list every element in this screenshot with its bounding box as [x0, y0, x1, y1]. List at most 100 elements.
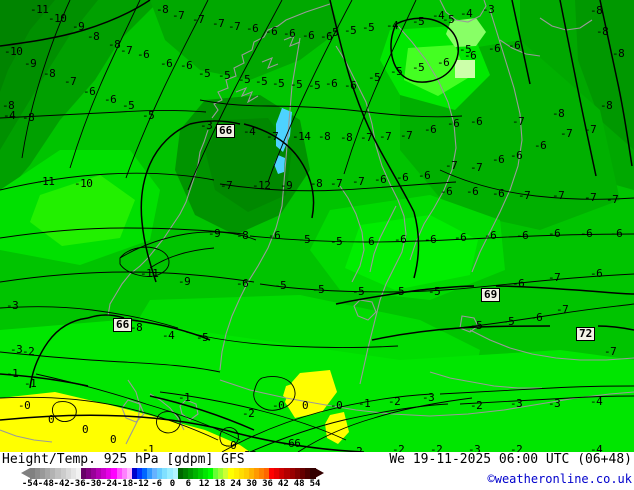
fill-band-cold-nw3 [0, 0, 55, 92]
color-scale-segment [182, 468, 189, 479]
color-scale-tick-label: 30 [246, 479, 258, 489]
color-scale-tick-label: 24 [230, 479, 242, 489]
color-scale-left-arrow [21, 468, 30, 478]
color-scale-segment [284, 468, 291, 479]
color-scale-segment [167, 468, 174, 479]
color-scale-segment [269, 468, 275, 479]
color-scale-segment [40, 468, 46, 479]
height-contour-label: 72 [576, 327, 596, 341]
color-scale-tick-label: -54 [21, 479, 39, 489]
color-scale-segment [192, 468, 199, 479]
color-scale-segment [70, 468, 77, 479]
color-scale-segment [96, 468, 102, 479]
fill-lake-cyan [276, 108, 292, 152]
color-scale-segment [126, 468, 133, 479]
footer: Height/Temp. 925 hPa [gdpm] GFS We 19-11… [0, 452, 634, 490]
color-scale-tick-label: -6 [151, 479, 163, 489]
color-scale-segment [116, 468, 123, 479]
color-scale-segment [187, 468, 194, 479]
color-scale-tick-label: -48 [37, 479, 54, 489]
color-scale-segment [243, 468, 250, 479]
color-scale-segment [91, 468, 97, 479]
color-scale-segment [233, 468, 240, 479]
copyright-link[interactable]: ©weatheronline.co.uk [487, 472, 633, 486]
color-scale-tick-label: 54 [309, 479, 321, 489]
color-scale-tick-label: 36 [262, 479, 273, 489]
height-contour-label: 66 [113, 318, 133, 332]
color-scale-segment [304, 468, 311, 479]
color-scale-segment [238, 468, 245, 479]
color-scale-segment [85, 468, 92, 479]
chart-title: Height/Temp. 925 hPa [gdpm] GFS [2, 452, 245, 467]
marker-square [455, 60, 475, 78]
color-scale-segment [55, 468, 62, 479]
fill-band-east2 [575, 0, 634, 150]
color-scale-tick-label: -30 [85, 479, 102, 489]
color-scale-segment [279, 468, 286, 479]
color-scale-segment [106, 468, 113, 479]
color-scale-tick-label: 6 [185, 479, 192, 489]
color-scale-segment [208, 468, 214, 479]
height-contour-label: 69 [481, 288, 501, 302]
color-scale-segment [45, 468, 51, 479]
color-scale-segment [80, 468, 87, 479]
color-scale-bar [21, 468, 324, 479]
color-scale-segment [294, 468, 301, 479]
fill-band-yellow-patch3 [283, 382, 303, 402]
color-scale-segment [50, 468, 57, 479]
color-scale-ticks: -54 -48 -42 -36 -30 -24 -18 -12 -6 0 6 12 18 24 30 36 42… [0, 479, 400, 489]
color-scale-segment [121, 468, 128, 479]
color-scale-segment [131, 468, 138, 479]
color-scale-segment [264, 468, 270, 479]
fill-band-warm-centre2 [345, 215, 478, 290]
color-scale-segment [274, 468, 280, 479]
color-scale-segment [65, 468, 72, 479]
height-contour-layer [0, 0, 634, 452]
color-scale-tick-label: 48 [293, 479, 305, 489]
color-scale-tick-label: 18 [214, 479, 226, 489]
color-scale-segment [259, 468, 265, 479]
color-scale-segment [299, 468, 306, 479]
valid-datetime: We 19-11-2025 06:00 UTC (06+48) [389, 452, 632, 467]
color-scale-segment [172, 468, 179, 479]
color-scale-segment [248, 468, 255, 479]
color-scale-segment [228, 468, 235, 479]
color-scale-segment [157, 468, 163, 479]
color-scale-segment [203, 468, 209, 479]
color-scale-tick-label: 12 [198, 479, 210, 489]
height-contour-label: 66 [216, 124, 236, 138]
color-scale-segment [218, 468, 224, 479]
fill-band-yellow-sw [0, 392, 250, 452]
color-scale-tick-label: -12 [132, 479, 149, 489]
fill-band-mountains2 [205, 118, 292, 212]
coastline-layer [0, 0, 634, 445]
color-scale-tick-label: -36 [69, 479, 86, 489]
color-scale-segment [213, 468, 219, 479]
color-scale-segment [289, 468, 296, 479]
color-scale-segment [162, 468, 168, 479]
color-scale-segment [253, 468, 260, 479]
color-scale-tick-label: 0 [169, 479, 176, 489]
color-scale-segment [35, 468, 41, 479]
color-scale-segment [101, 468, 107, 479]
color-scale-tick-label: -24 [101, 479, 118, 489]
color-scale-segment [111, 468, 118, 479]
color-scale-tick-label: -42 [53, 479, 70, 489]
color-scale-segment [136, 468, 143, 479]
color-scale-right-arrow [315, 468, 324, 478]
color-scale-segment [197, 468, 204, 479]
color-scale-segment [147, 468, 153, 479]
fill-band-warm-top-right2 [404, 45, 468, 96]
color-scale-segment [309, 468, 316, 479]
color-scale-tick-label: -18 [116, 479, 134, 489]
weather-map[interactable]: -11 -10 -9 -8 -8 -7 -6 -10 -9 -8 -7 -6 -6 -5 -8 -8 -5 -8-… [0, 0, 634, 452]
color-scale-segment [152, 468, 158, 479]
color-scale-segment [223, 468, 230, 479]
color-scale-segment [177, 468, 184, 479]
color-scale-segment [141, 468, 148, 479]
color-scale-tick-label: 42 [277, 479, 289, 489]
color-scale-segment [75, 468, 82, 479]
color-scale-segment [30, 468, 36, 479]
color-scale-segment [60, 468, 67, 479]
